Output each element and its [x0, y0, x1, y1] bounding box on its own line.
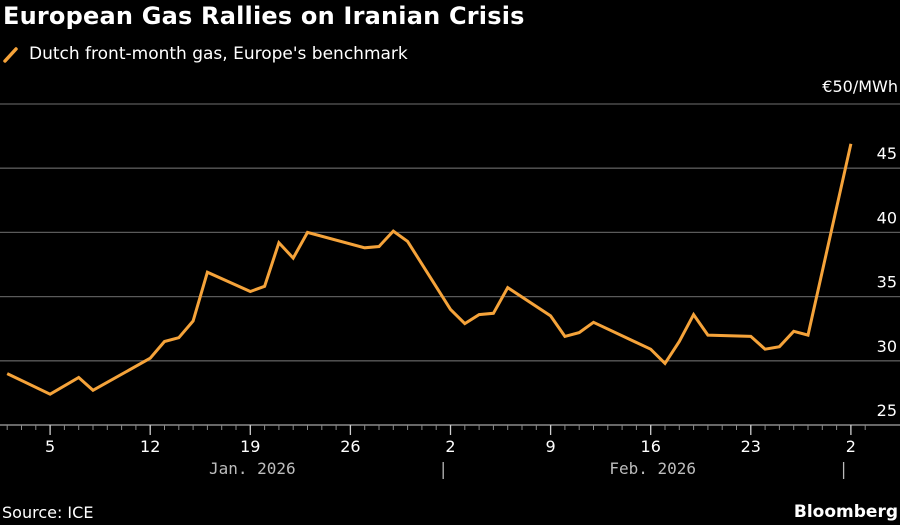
y-tick-label: 30	[877, 337, 897, 356]
x-tick-label: 16	[641, 437, 661, 456]
legend: Dutch front-month gas, Europe's benchmar…	[3, 44, 408, 64]
y-tick-label: 35	[877, 273, 897, 292]
month-label: Feb. 2026	[609, 459, 696, 478]
legend-label: Dutch front-month gas, Europe's benchmar…	[29, 44, 408, 64]
bloomberg-logo: Bloomberg	[793, 502, 898, 522]
series-line	[6, 143, 853, 396]
x-axis: 5 12 19 26 2 9 16 23 2 Jan. 2026 Feb. 2026	[6, 425, 866, 479]
y-tick-label: 40	[877, 208, 897, 227]
x-tick-label: 12	[140, 437, 160, 456]
y-tick-label: 25	[877, 401, 897, 420]
y-tick-label: 45	[877, 144, 897, 163]
month-label: Jan. 2026	[209, 459, 296, 478]
y-axis-unit-label: €50/MWh	[822, 77, 898, 96]
x-tick-label: 5	[45, 437, 55, 456]
chart-title: European Gas Rallies on Iranian Crisis	[3, 2, 525, 30]
series-layer	[6, 143, 853, 396]
x-tick-label: 9	[546, 437, 556, 456]
x-tick-label: 2	[846, 437, 856, 456]
source-note: Source: ICE	[2, 503, 94, 522]
line-swatch-icon	[3, 45, 19, 63]
x-tick-label: 23	[741, 437, 761, 456]
y-tick-labels: 25 30 35 40 45	[877, 144, 897, 420]
x-tick-label: 2	[445, 437, 455, 456]
x-tick-label: 26	[340, 437, 360, 456]
gridlines	[0, 103, 900, 426]
x-tick-label: 19	[240, 437, 260, 456]
